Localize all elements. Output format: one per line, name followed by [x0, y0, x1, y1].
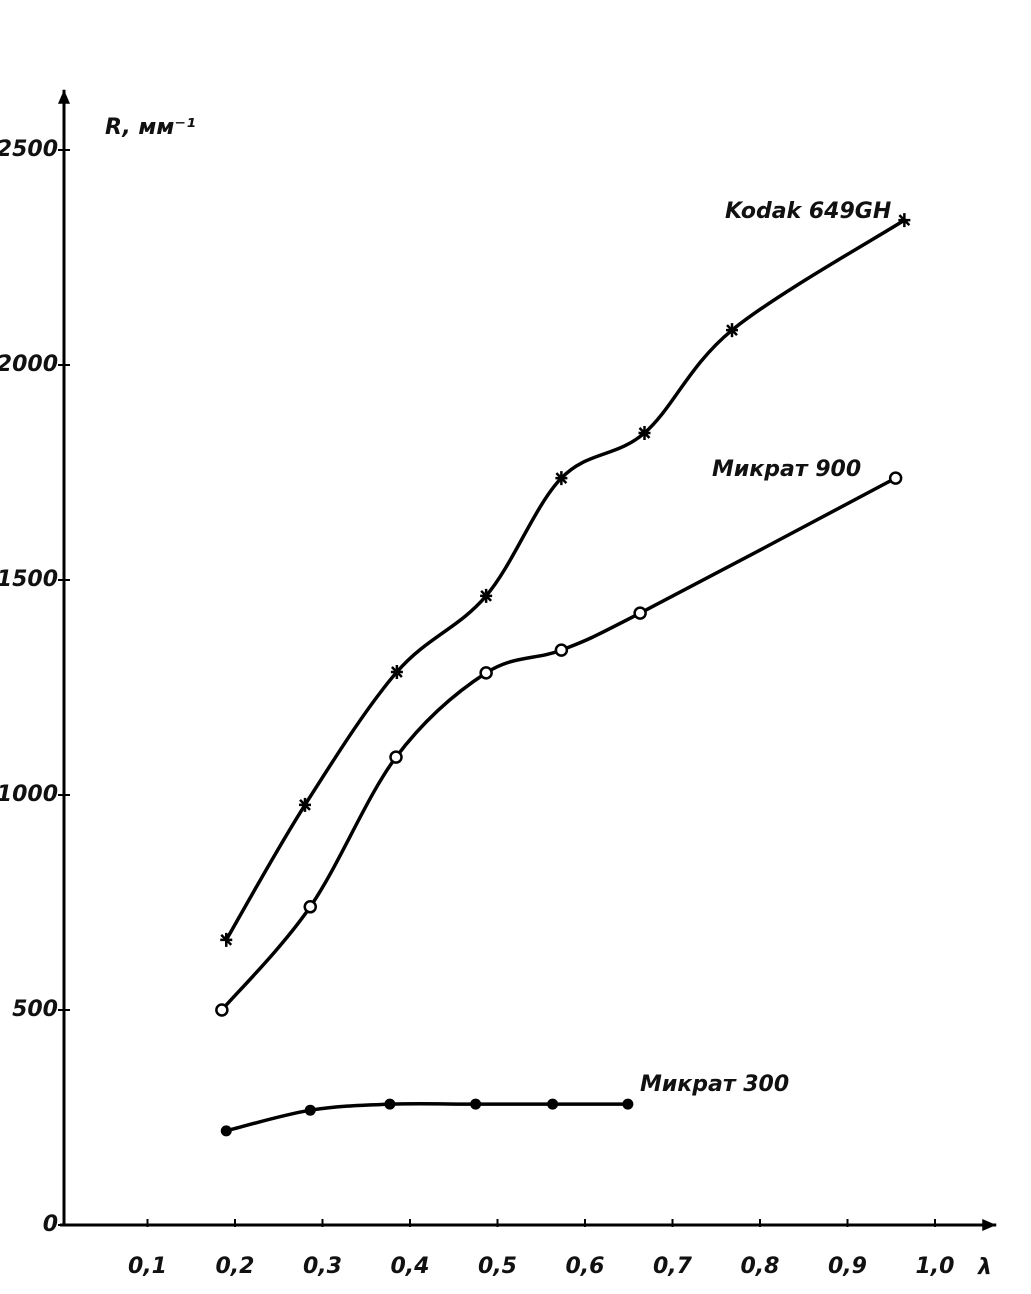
point [304, 1104, 316, 1116]
series-line [224, 218, 906, 941]
x-tick-label: 0,9 [828, 1254, 867, 1279]
x-tick-label: 0,7 [653, 1254, 693, 1279]
y-axis-label: R, мм⁻¹ [105, 115, 196, 140]
series-line [225, 1101, 628, 1133]
point [633, 606, 647, 620]
x-axis-label: λ [977, 1255, 992, 1280]
y-tick-label: 500 [12, 997, 58, 1022]
y-tick-label: 1500 [0, 567, 58, 592]
x-tick-label: 0,5 [478, 1254, 517, 1279]
x-axis-arrow [982, 1219, 997, 1231]
point [220, 1125, 232, 1137]
point [547, 1098, 559, 1110]
point [220, 932, 233, 947]
y-tick-label: 1000 [0, 782, 58, 807]
series-label: Kodak 649GH [725, 199, 891, 224]
point [638, 425, 651, 440]
point [299, 797, 311, 812]
x-tick-label: 0,8 [741, 1254, 780, 1279]
point [726, 323, 738, 338]
point [470, 1098, 482, 1110]
y-tick-label: 2000 [0, 352, 58, 377]
point [622, 1098, 634, 1110]
x-tick-label: 0,4 [391, 1254, 430, 1279]
point [390, 665, 403, 680]
point [888, 471, 903, 485]
series-label: Микрат 300 [640, 1072, 789, 1097]
point [555, 471, 568, 486]
series-label: Микрат 900 [712, 457, 861, 482]
y-tick-label: 0 [43, 1212, 58, 1237]
point [480, 588, 493, 603]
point [554, 643, 569, 657]
y-tick-label: 2500 [0, 137, 58, 162]
x-tick-label: 0,6 [566, 1254, 605, 1279]
point [384, 1098, 396, 1110]
x-tick-label: 0,1 [128, 1254, 167, 1279]
x-tick-label: 0,2 [216, 1254, 255, 1279]
point [898, 213, 911, 228]
point [479, 666, 493, 680]
y-axis-arrow [58, 89, 70, 104]
point [389, 750, 403, 764]
x-tick-label: 0,3 [303, 1254, 342, 1279]
x-tick-label: 1,0 [916, 1254, 955, 1279]
point [303, 900, 317, 914]
point [215, 1003, 229, 1017]
series-line [220, 476, 897, 1012]
